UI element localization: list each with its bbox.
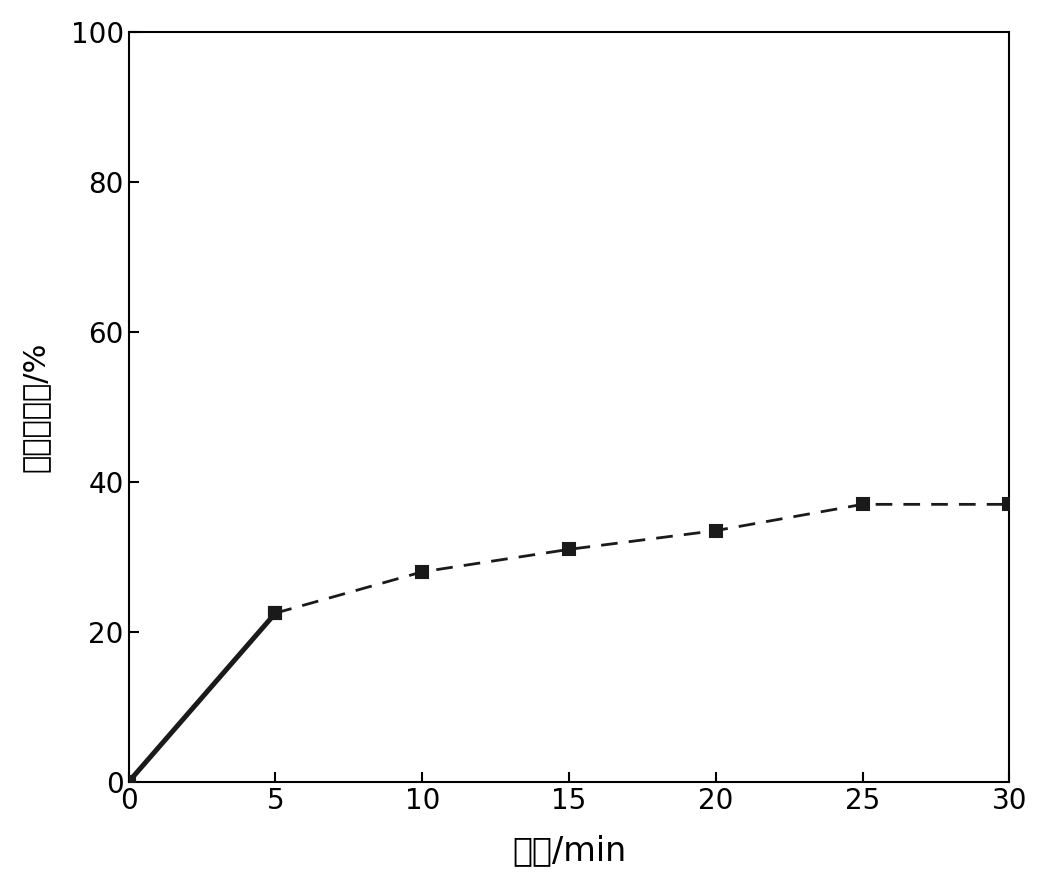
Y-axis label: 甲醛去除率/%: 甲醛去除率/%: [21, 342, 50, 472]
X-axis label: 时间/min: 时间/min: [511, 834, 626, 868]
